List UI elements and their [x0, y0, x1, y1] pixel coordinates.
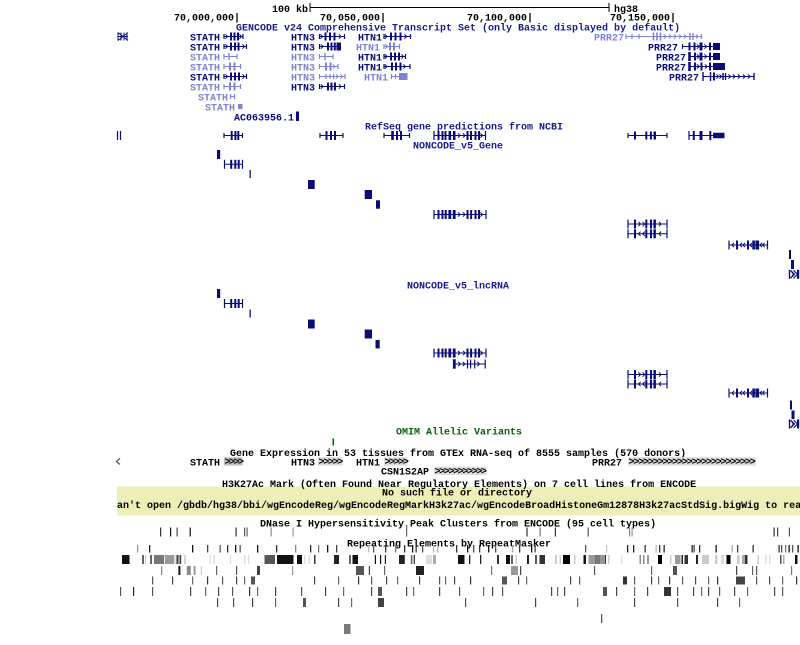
svg-text:STATH: STATH: [205, 104, 235, 115]
svg-text:OMIM Allelic Variants: OMIM Allelic Variants: [396, 427, 522, 439]
svg-text:PRR27: PRR27: [669, 74, 699, 85]
svg-text:GENCODE v24 Comprehensive Tran: GENCODE v24 Comprehensive Transcript Set…: [236, 23, 680, 35]
svg-text:HTN1: HTN1: [358, 64, 382, 75]
svg-text:CSN1S2AP: CSN1S2AP: [381, 468, 429, 479]
svg-text:HTN3: HTN3: [291, 64, 315, 75]
svg-text:HTN3: HTN3: [291, 84, 315, 95]
svg-text:STATH: STATH: [190, 74, 220, 85]
svg-text:Repeating Elements by RepeatMa: Repeating Elements by RepeatMasker: [347, 539, 551, 551]
svg-text:HTN3: HTN3: [291, 34, 315, 45]
svg-text:STATH: STATH: [190, 54, 220, 65]
svg-text:>>>>: >>>>: [225, 457, 245, 468]
svg-text:70,000,000|: 70,000,000|: [174, 13, 240, 25]
svg-text:STATH: STATH: [190, 64, 220, 75]
svg-text:>>>>>: >>>>>: [385, 457, 409, 468]
svg-text:HTN1: HTN1: [358, 54, 382, 65]
svg-text:H3K27Ac Mark (Often Found Near: H3K27Ac Mark (Often Found Near Regulator…: [222, 479, 696, 491]
svg-text:STATH: STATH: [190, 44, 220, 55]
svg-text:HTN3: HTN3: [291, 74, 315, 85]
svg-text:an't open /gbdb/hg38/bbi/wgEnc: an't open /gbdb/hg38/bbi/wgEncodeReg/wgE…: [117, 500, 800, 512]
svg-text:Gene Expression in 53 tissues: Gene Expression in 53 tissues from GTEx …: [230, 448, 686, 460]
svg-text:STATH: STATH: [190, 84, 220, 95]
svg-text:PRR27: PRR27: [656, 64, 686, 75]
svg-text:STATH: STATH: [190, 34, 220, 45]
svg-text:70,100,000|: 70,100,000|: [467, 13, 533, 25]
svg-text:100 kb: 100 kb: [272, 4, 308, 16]
svg-text:HTN1: HTN1: [364, 74, 388, 85]
svg-text:NONCODE_v5_lncRNA: NONCODE_v5_lncRNA: [407, 281, 509, 293]
svg-text:PRR27: PRR27: [656, 54, 686, 65]
svg-text:>>>>>: >>>>>: [319, 457, 344, 468]
svg-text:70,050,000|: 70,050,000|: [320, 13, 386, 25]
svg-text:PRR27: PRR27: [592, 459, 622, 470]
svg-text:No such file or directory: No such file or directory: [382, 488, 532, 500]
svg-text:HTN1: HTN1: [358, 34, 382, 45]
svg-text:HTN1: HTN1: [356, 459, 380, 470]
svg-text:PRR27: PRR27: [648, 44, 678, 55]
svg-text:hg38: hg38: [614, 4, 638, 16]
svg-text:PRR27: PRR27: [594, 34, 624, 45]
svg-text:STATH: STATH: [198, 94, 228, 105]
svg-text:>>>>>>>>>>>>>>>>>>>>>>>>>>: >>>>>>>>>>>>>>>>>>>>>>>>>>: [629, 457, 756, 468]
svg-text:>>>>>>>>>>>: >>>>>>>>>>>: [435, 467, 488, 478]
svg-text:HTN1: HTN1: [356, 44, 380, 55]
svg-text:STATH: STATH: [190, 459, 220, 470]
svg-text:DNase I Hypersensitivity Peak: DNase I Hypersensitivity Peak Clusters f…: [260, 519, 656, 531]
svg-text:AC063956.1: AC063956.1: [234, 114, 294, 125]
svg-text:HTN3: HTN3: [291, 44, 315, 55]
svg-text:HTN3: HTN3: [291, 54, 315, 65]
svg-text:NONCODE_v5_Gene: NONCODE_v5_Gene: [413, 142, 503, 153]
svg-text:RefSeq gene predictions from N: RefSeq gene predictions from NCBI: [365, 122, 563, 134]
svg-text:HTN3: HTN3: [291, 459, 315, 470]
svg-text:70,150,000|: 70,150,000|: [610, 13, 676, 25]
